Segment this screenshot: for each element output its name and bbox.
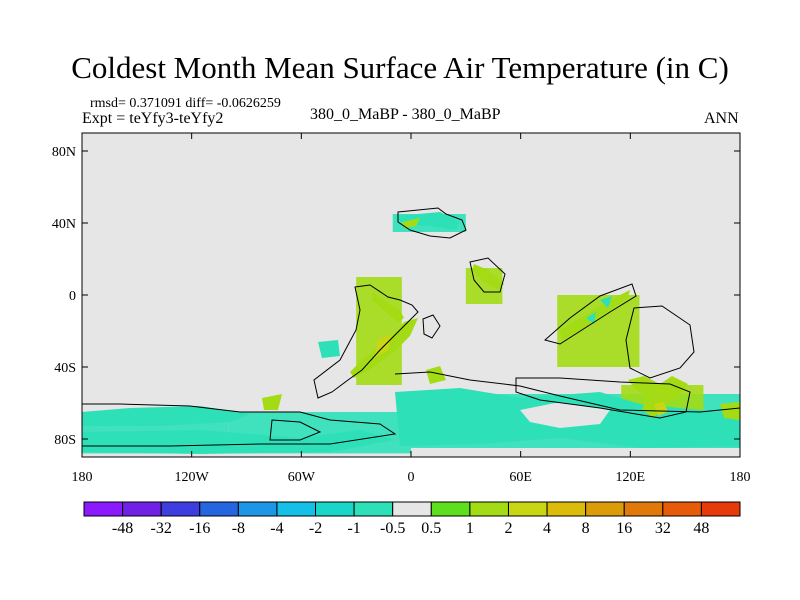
coastline-indian-ridge [543, 283, 637, 345]
colorbar-label: 0.5 [421, 520, 441, 537]
colorbar-label: -16 [189, 520, 210, 537]
colorbar-label: -8 [232, 520, 245, 537]
field-detail-15 [318, 340, 340, 358]
colorbar-label: -32 [151, 520, 172, 537]
x-tick-label: 0 [408, 470, 415, 485]
colorbar-label: -48 [112, 520, 133, 537]
colorbar-box [623, 501, 664, 517]
coastline-africa [422, 314, 441, 339]
field-detail-10 [654, 402, 668, 416]
field-detail-shapes [82, 212, 740, 454]
x-tick-label: 120E [616, 470, 646, 485]
coastline-inner-shelf [269, 419, 322, 441]
colorbar-label: 16 [616, 520, 632, 537]
season-label: ANN [704, 110, 739, 127]
colorbar-box [662, 501, 702, 517]
y-tick-label: 40S [54, 361, 76, 376]
x-tick-label: 60W [288, 470, 316, 485]
colorbar-box [276, 501, 317, 517]
coastline-europe [397, 207, 467, 239]
y-tick-label: 80N [52, 145, 76, 160]
field-detail-0 [82, 406, 250, 426]
colorbar-box [237, 501, 278, 517]
colorbar-box [160, 501, 201, 517]
y-axis: 80N 40N 0 40S 80S [52, 145, 740, 448]
colorbar-box [430, 501, 471, 517]
coastline-antarctica-east [394, 371, 740, 413]
colorbar-box [585, 501, 625, 517]
y-tick-label: 0 [69, 289, 76, 304]
x-tick-label: 180 [72, 470, 93, 485]
colorbar-label: 1 [466, 520, 474, 537]
coastline-antarctica-west [82, 403, 397, 447]
field-detail-13 [720, 402, 740, 420]
y-tick-label: 40N [52, 217, 76, 232]
colorbar-label: 32 [655, 520, 671, 537]
x-tick-label: 120W [175, 470, 210, 485]
field-detail-3 [520, 402, 610, 428]
field-detail-4 [372, 292, 404, 322]
field-detail-14 [262, 394, 282, 410]
colorbar-box [546, 501, 587, 517]
colorbar-label: 8 [582, 520, 590, 537]
field-detail-7 [472, 264, 504, 290]
colorbar-label: 48 [693, 520, 709, 537]
colorbar: -48 -32 -16 -8 -4 -2 -1 -0.5 0.5 1 2 4 8 16 32 48 [83, 501, 741, 537]
field-detail-11 [396, 212, 460, 230]
y-tick-label: 80S [54, 433, 76, 448]
colorbar-label: -0.5 [380, 520, 405, 537]
field-detail-9 [628, 376, 688, 418]
experiment-label: Expt = teYfy3-teYfy2 [82, 110, 224, 127]
land-outlines [82, 207, 740, 447]
colorbar-box [199, 501, 239, 517]
colorbar-label: -2 [309, 520, 322, 537]
center-label: 380_0_MaBP - 380_0_MaBP [310, 106, 501, 123]
field-detail-18 [586, 312, 596, 324]
coastline-arabia [469, 257, 506, 293]
colorbar-box [507, 501, 548, 517]
map-fields [82, 207, 740, 454]
field-detail-12 [402, 218, 420, 228]
field-detail-17 [600, 296, 612, 308]
colorbar-label: 4 [543, 520, 551, 537]
x-tick-label: 180 [730, 470, 751, 485]
coastline-australia-east [625, 305, 695, 379]
stats-label: rmsd= 0.371091 diff= -0.0626259 [90, 96, 281, 111]
colorbar-label: -1 [347, 520, 360, 537]
colorbar-box [700, 501, 741, 517]
coastline-south-america [313, 284, 419, 399]
colorbar-box [122, 501, 162, 517]
colorbar-box [392, 501, 432, 517]
page-title: Coldest Month Mean Surface Air Temperatu… [71, 50, 729, 85]
colorbar-label: 2 [504, 520, 512, 537]
colorbar-box [83, 501, 124, 517]
colorbar-box [315, 501, 355, 517]
x-tick-label: 60E [509, 470, 532, 485]
colorbar-box [353, 501, 394, 517]
x-axis: 180 120W 60W 0 60E 120E 180 [72, 133, 751, 485]
colorbar-label: -4 [270, 520, 283, 537]
field-detail-16 [426, 366, 446, 384]
field-detail-1 [82, 430, 395, 454]
colorbar-box [469, 501, 509, 517]
